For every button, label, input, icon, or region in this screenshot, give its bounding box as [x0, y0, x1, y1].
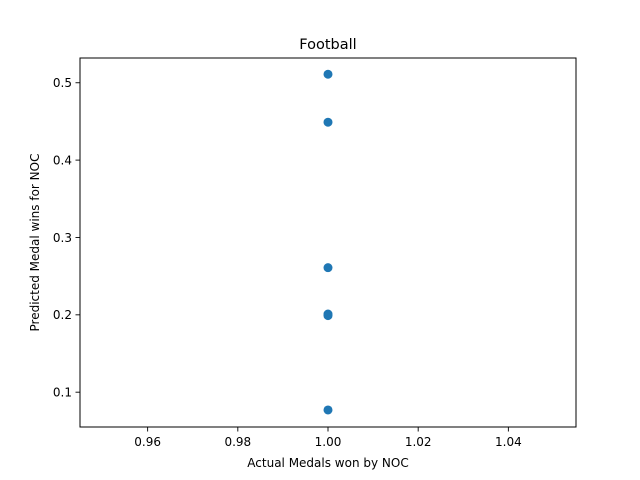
- chart-title: Football: [299, 37, 356, 53]
- y-axis-label: Predicted Medal wins for NOC: [28, 154, 42, 332]
- y-tick-label: 0.1: [53, 385, 72, 399]
- scatter-point: [324, 311, 333, 320]
- y-tick-label: 0.5: [53, 76, 72, 90]
- y-tick-label: 0.2: [53, 308, 72, 322]
- scatter-point: [324, 405, 333, 414]
- x-tick-label: 1.02: [405, 435, 432, 449]
- scatter-point: [324, 118, 333, 127]
- x-tick-label: 0.98: [224, 435, 251, 449]
- x-axis-label: Actual Medals won by NOC: [247, 456, 408, 470]
- x-tick-label: 1.04: [495, 435, 522, 449]
- y-tick-label: 0.4: [53, 153, 72, 167]
- x-tick-label: 1.00: [315, 435, 342, 449]
- x-tick-label: 0.96: [134, 435, 161, 449]
- scatter-point: [324, 70, 333, 79]
- scatter-point: [324, 263, 333, 272]
- y-tick-label: 0.3: [53, 231, 72, 245]
